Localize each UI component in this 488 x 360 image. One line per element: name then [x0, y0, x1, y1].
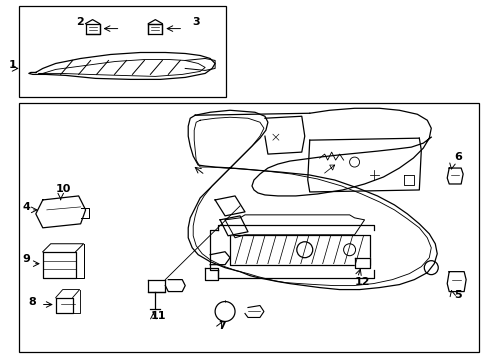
Polygon shape [42, 252, 76, 278]
Text: 11: 11 [150, 311, 165, 321]
Text: 7: 7 [218, 321, 225, 332]
Text: 9: 9 [23, 254, 31, 264]
Polygon shape [56, 298, 73, 314]
Polygon shape [148, 24, 162, 33]
Text: 12: 12 [354, 276, 369, 287]
Polygon shape [36, 196, 85, 228]
Bar [19, 103, 478, 352]
Polygon shape [229, 235, 369, 265]
Polygon shape [85, 24, 100, 33]
Polygon shape [220, 216, 247, 236]
Text: 6: 6 [453, 152, 461, 162]
Text: 1: 1 [9, 60, 17, 71]
Polygon shape [215, 196, 244, 216]
Text: 8: 8 [29, 297, 37, 306]
Text: 10: 10 [56, 184, 71, 194]
Text: 3: 3 [192, 17, 200, 27]
Polygon shape [205, 268, 218, 280]
Text: 5: 5 [453, 289, 461, 300]
Polygon shape [447, 168, 462, 184]
Bar [19, 6, 225, 97]
Polygon shape [354, 258, 369, 268]
Text: 2: 2 [76, 17, 83, 27]
Text: 4: 4 [23, 202, 31, 212]
Polygon shape [447, 272, 465, 292]
